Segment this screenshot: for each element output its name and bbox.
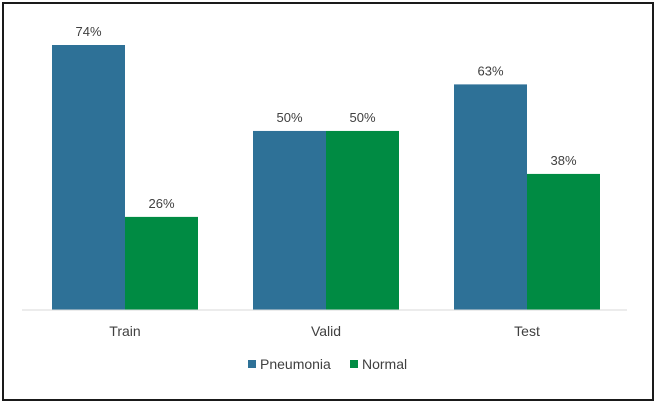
bar-normal-train [125,216,198,310]
bar-normal-test [527,173,600,310]
value-label-normal-valid: 50% [349,110,375,125]
bar-pneumonia-valid [253,130,326,310]
value-label-normal-train: 26% [148,196,174,211]
value-labels-group: 74% 26% 50% 50% 63% 38% [75,24,576,211]
legend-swatch-normal [350,360,358,368]
legend: Pneumonia Normal [248,356,407,372]
category-labels-group: Train Valid Test [109,323,540,339]
value-label-normal-test: 38% [550,153,576,168]
bar-pneumonia-test [454,84,527,310]
category-label-valid: Valid [311,323,341,339]
legend-swatch-pneumonia [248,360,256,368]
category-label-test: Test [514,323,540,339]
value-label-pneumonia-test: 63% [477,63,503,78]
bar-pneumonia-train [52,45,125,310]
value-label-pneumonia-train: 74% [75,24,101,39]
category-label-train: Train [109,323,140,339]
legend-label-pneumonia: Pneumonia [260,356,331,372]
legend-label-normal: Normal [362,356,407,372]
value-label-pneumonia-valid: 50% [276,110,302,125]
bars-group [52,45,600,310]
bar-normal-valid [326,130,399,310]
